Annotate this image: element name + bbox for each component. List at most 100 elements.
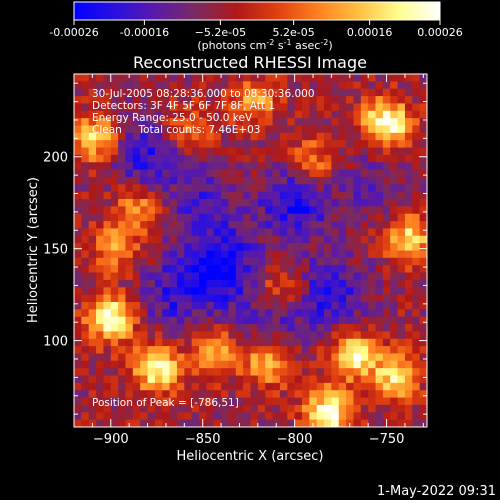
image-pixel [287, 287, 296, 296]
image-pixel [88, 199, 97, 207]
image-pixel [404, 287, 413, 296]
image-pixel [382, 162, 391, 171]
image-pixel [191, 118, 200, 127]
image-pixel [221, 368, 230, 377]
image-pixel [206, 176, 215, 185]
image-pixel [206, 88, 215, 97]
image-pixel [404, 184, 413, 193]
image-pixel [81, 125, 90, 134]
image-pixel [228, 294, 237, 303]
image-pixel [88, 235, 97, 244]
image-pixel [74, 397, 82, 406]
image-pixel [206, 346, 215, 355]
image-pixel [184, 331, 193, 340]
image-pixel [176, 390, 185, 399]
image-pixel [309, 265, 318, 274]
image-pixel [221, 176, 230, 185]
image-pixel [331, 404, 340, 413]
image-pixel [235, 154, 244, 163]
image-pixel [221, 74, 230, 82]
image-pixel [419, 397, 427, 406]
image-pixel [81, 118, 90, 127]
image-pixel [228, 147, 237, 156]
image-pixel [397, 397, 406, 406]
image-pixel [324, 324, 332, 332]
image-pixel [346, 309, 355, 318]
image-pixel [279, 279, 288, 288]
image-pixel [257, 375, 266, 384]
image-pixel [140, 390, 149, 399]
image-pixel [184, 154, 193, 163]
image-pixel [301, 412, 310, 421]
image-pixel [250, 397, 259, 406]
image-pixel [250, 316, 259, 325]
image-pixel [309, 206, 318, 215]
image-pixel [243, 206, 252, 215]
image-pixel [265, 140, 274, 149]
image-pixel [250, 287, 259, 296]
image-pixel [316, 272, 325, 281]
image-pixel [176, 265, 185, 274]
image-pixel [228, 213, 237, 222]
image-pixel [103, 221, 112, 230]
image-pixel [324, 360, 332, 369]
image-pixel [404, 74, 413, 82]
image-pixel [382, 390, 391, 399]
image-pixel [147, 301, 156, 310]
annotation-block: 30-Jul-2005 08:28:36.000 to 08:30:36.000… [92, 88, 315, 136]
image-pixel [125, 228, 134, 237]
image-pixel [110, 265, 119, 274]
image-pixel [74, 103, 82, 112]
image-pixel [221, 81, 230, 90]
image-pixel [272, 368, 281, 377]
image-pixel [162, 382, 171, 391]
image-pixel [382, 199, 391, 207]
image-pixel [154, 257, 163, 266]
image-pixel [103, 331, 112, 340]
image-pixel [404, 235, 413, 244]
image-pixel [338, 96, 347, 105]
image-pixel [221, 419, 230, 427]
image-pixel [360, 199, 369, 207]
image-pixel [74, 331, 82, 340]
image-pixel [368, 316, 377, 325]
image-pixel [206, 316, 215, 325]
image-pixel [110, 221, 119, 230]
image-pixel [338, 419, 347, 427]
image-pixel [243, 257, 252, 266]
image-pixel [88, 316, 97, 325]
image-pixel [118, 199, 127, 207]
image-pixel [147, 331, 156, 340]
image-pixel [324, 294, 332, 303]
image-pixel [390, 162, 399, 171]
image-pixel [154, 316, 163, 325]
image-pixel [243, 404, 252, 413]
image-pixel [375, 169, 384, 178]
image-pixel [235, 265, 244, 274]
image-pixel [353, 147, 362, 156]
image-pixel [404, 118, 413, 127]
image-pixel [294, 169, 303, 178]
image-pixel [309, 382, 318, 391]
image-pixel [353, 191, 362, 200]
image-pixel [228, 272, 237, 281]
image-pixel [360, 213, 369, 222]
image-pixel [221, 221, 230, 230]
image-pixel [184, 125, 193, 134]
image-pixel [250, 360, 259, 369]
image-pixel [191, 228, 200, 237]
image-pixel [390, 81, 399, 90]
image-pixel [184, 140, 193, 149]
image-pixel [118, 88, 127, 97]
image-pixel [360, 316, 369, 325]
image-pixel [74, 257, 82, 266]
image-pixel [287, 346, 296, 355]
image-pixel [213, 324, 222, 332]
image-pixel [162, 88, 171, 97]
image-pixel [397, 360, 406, 369]
image-pixel [169, 110, 178, 119]
image-pixel [360, 390, 369, 399]
image-pixel [287, 199, 296, 207]
image-pixel [250, 88, 259, 97]
image-pixel [309, 221, 318, 230]
